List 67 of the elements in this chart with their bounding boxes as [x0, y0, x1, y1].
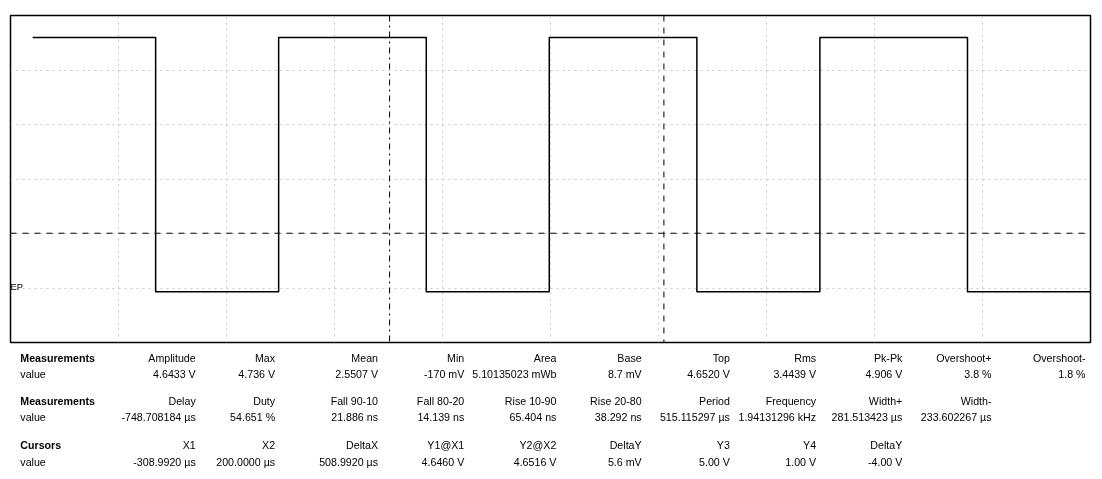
text: Y4 [803, 438, 817, 451]
text: DeltaY [609, 438, 642, 451]
text: 5.00 V [699, 455, 731, 468]
text: Mean [351, 351, 379, 364]
text: Max [254, 351, 276, 364]
text: 3.4439 V [773, 367, 817, 380]
text: 200.0000 µs [216, 455, 276, 468]
text: Overshoot+ [936, 351, 992, 364]
text: 508.9920 µs [319, 455, 379, 468]
text: X2 [262, 438, 276, 451]
text: value [20, 410, 46, 423]
text: 4.6516 V [513, 455, 558, 468]
text: 4.6520 V [687, 367, 731, 380]
text: DeltaX [346, 438, 379, 451]
text: -4.00 V [867, 455, 904, 468]
text: 3.8 % [964, 367, 993, 380]
text: 2.5507 V [335, 367, 379, 380]
text: DeltaY [870, 438, 903, 451]
text: Overshoot- [1032, 351, 1087, 364]
text: Rise 10-90 [504, 394, 557, 407]
text: Amplitude [148, 351, 196, 364]
text: 5.10135023 mWb [472, 367, 557, 380]
text: Width+ [868, 394, 903, 407]
text: value [20, 367, 46, 380]
text: Rms [794, 351, 817, 364]
text: 8.7 mV [607, 367, 643, 380]
text: 4.906 V [865, 367, 904, 380]
text: Y3 [716, 438, 730, 451]
text: 515.115297 µs [659, 410, 730, 423]
text: Rise 20-80 [590, 394, 642, 407]
text: Base [617, 351, 642, 364]
text: Duty [253, 394, 276, 407]
text: 4.6460 V [421, 455, 466, 468]
text: Fall 80-20 [416, 394, 465, 407]
text: Area [533, 351, 557, 364]
text: -748.708184 µs [121, 410, 196, 423]
annotation: EP [10, 281, 23, 292]
text: Period [699, 394, 730, 407]
text: Cursors [20, 438, 62, 451]
text: 38.292 ns [594, 410, 642, 423]
text: Min [447, 351, 465, 364]
text: -308.9920 µs [133, 455, 196, 468]
text: Y1@X1 [427, 438, 465, 451]
text: Fall 90-10 [330, 394, 379, 407]
text: 233.602267 µs [920, 410, 992, 423]
text: 5.6 mV [607, 455, 643, 468]
text: Measurements [20, 394, 95, 407]
text: Delay [168, 394, 197, 407]
text: 54.651 % [230, 410, 276, 423]
text: 4.6433 V [153, 367, 197, 380]
text: Measurements [20, 351, 95, 364]
text: 4.736 V [238, 367, 276, 380]
text: X1 [182, 438, 196, 451]
text: Frequency [765, 394, 817, 407]
text: Top [712, 351, 730, 364]
text: 281.513423 µs [831, 410, 903, 423]
text: 1.00 V [785, 455, 817, 468]
text: 1.94131296 kHz [738, 410, 817, 423]
text: 21.886 ns [331, 410, 379, 423]
text: 65.404 ns [509, 410, 557, 423]
text: 1.8 % [1058, 367, 1087, 380]
text: -170 mV [423, 367, 466, 380]
text: Y2@X2 [519, 438, 557, 451]
text: 14.139 ns [417, 410, 465, 423]
text: value [20, 455, 46, 468]
text: Pk-Pk [873, 351, 903, 364]
text: Width- [960, 394, 992, 407]
